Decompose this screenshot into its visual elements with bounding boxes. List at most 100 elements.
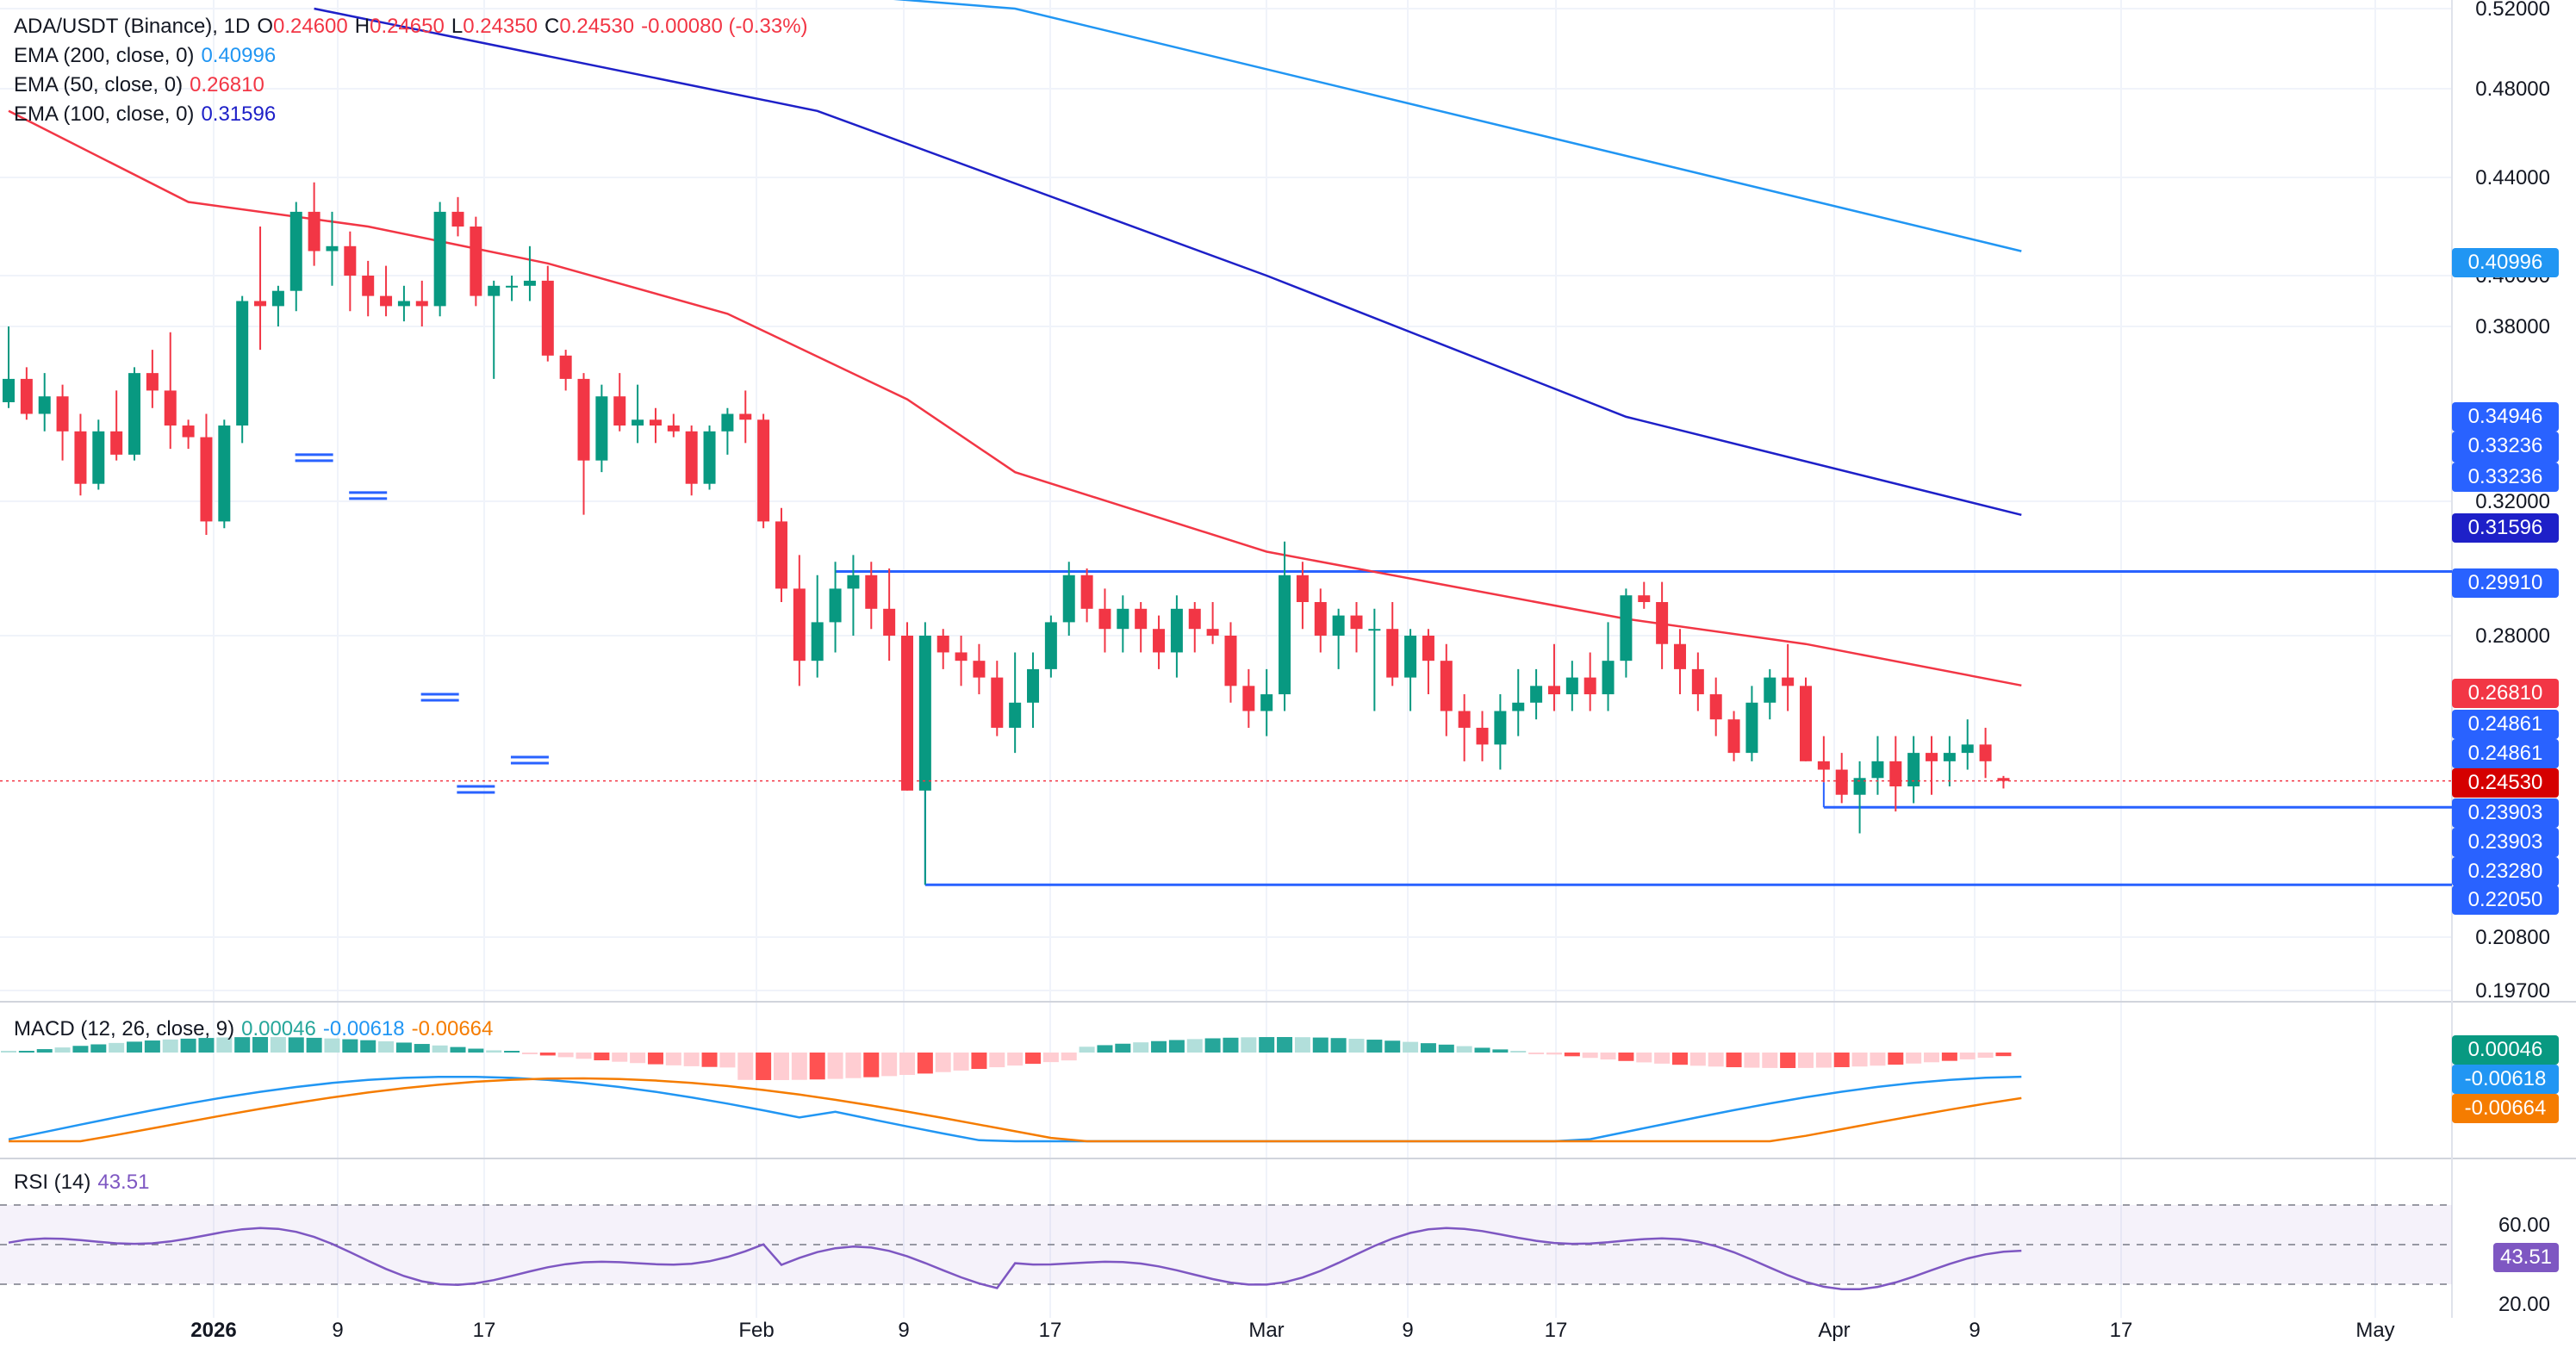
macd-histogram-bar <box>737 1053 754 1080</box>
candle-body <box>415 301 428 307</box>
ema-100-value: 0.31596 <box>201 102 277 126</box>
candle-body <box>362 276 375 296</box>
candle-body <box>1673 643 1686 669</box>
candle-body <box>829 588 842 623</box>
candle-body <box>721 413 734 432</box>
candle-body <box>918 636 931 791</box>
candle-body <box>1404 636 1417 678</box>
macd-histogram-bar <box>360 1040 376 1053</box>
candle-body <box>182 425 195 438</box>
macd-histogram-bar <box>432 1045 448 1053</box>
macd-histogram-bar <box>72 1046 89 1053</box>
rsi-tag: 43.51 <box>2493 1242 2559 1272</box>
macd-histogram-bar <box>1223 1037 1239 1053</box>
candle-body <box>200 437 213 522</box>
candle-body <box>685 431 698 484</box>
price-tick-label: 0.38000 <box>2475 315 2550 338</box>
candle-body <box>1476 727 1489 745</box>
macd-histogram-bar <box>1762 1053 1778 1068</box>
candle-body <box>1458 711 1471 728</box>
candle-body <box>793 588 806 661</box>
macd-histogram-bar <box>539 1053 556 1056</box>
macd-histogram-bar <box>1546 1053 1562 1055</box>
candle-body <box>1206 629 1219 636</box>
candle-body <box>1979 744 1992 761</box>
time-tick-label: 17 <box>473 1319 496 1342</box>
candle-body <box>541 280 554 356</box>
rsi-legend[interactable]: RSI (14) 43.51 <box>14 1171 156 1195</box>
macd-histogram-bar <box>989 1053 1005 1068</box>
candle-body <box>1494 711 1507 745</box>
candle-body <box>632 419 644 426</box>
candle-body <box>433 211 446 307</box>
macd-histogram-bar <box>1168 1040 1185 1053</box>
macd-histogram-bar <box>342 1039 358 1053</box>
macd-histogram-bar <box>1277 1037 1293 1053</box>
candle-body <box>1709 694 1722 720</box>
candle-body <box>667 425 680 432</box>
macd-histogram-bar <box>1995 1053 2012 1057</box>
candle-body <box>1620 595 1633 661</box>
candle-body <box>506 285 519 288</box>
price-tag: 0.23903 <box>2452 798 2559 828</box>
candle-body <box>883 608 896 636</box>
ema-50-legend[interactable]: EMA (50, close, 0) 0.26810 <box>14 71 815 100</box>
macd-histogram-bar <box>1636 1053 1652 1063</box>
price-tick-label: 0.52000 <box>2475 0 2550 21</box>
macd-histogram-bar <box>1312 1037 1328 1053</box>
candle-body <box>308 211 320 252</box>
candle-body <box>739 413 752 420</box>
rsi-tick-label: 20.00 <box>2498 1293 2550 1316</box>
candle-body <box>1727 719 1740 754</box>
macd-legend[interactable]: MACD (12, 26, close, 9) 0.00046 -0.00618 -0… <box>14 1017 500 1041</box>
ema-line <box>314 7 2022 517</box>
ohlc-close-value: 0.24530 <box>559 15 635 38</box>
candle-body <box>1835 769 1848 795</box>
macd-histogram-bar <box>1097 1045 1113 1053</box>
candle-body <box>38 396 51 414</box>
candle-body <box>847 575 860 589</box>
candle-body <box>146 373 159 391</box>
candle-body <box>577 378 590 461</box>
macd-name: MACD (12, 26, close, 9) <box>14 1017 235 1040</box>
price-tick-label: 0.19700 <box>2475 979 2550 1003</box>
macd-histogram-bar <box>1348 1039 1365 1053</box>
macd-histogram-bar <box>144 1040 160 1053</box>
time-tick-label: May <box>2355 1319 2394 1342</box>
candle-body <box>1242 686 1255 711</box>
macd-histogram-bar <box>1366 1040 1383 1053</box>
macd-tag: -0.00618 <box>2452 1065 2559 1094</box>
macd-histogram-bar <box>1689 1053 1706 1066</box>
candle-body <box>649 419 662 426</box>
macd-histogram-bar <box>1079 1047 1095 1053</box>
ohlc-open-value: 0.24600 <box>272 15 348 38</box>
macd-histogram-bar <box>935 1053 951 1072</box>
macd-histogram-bar <box>18 1051 34 1053</box>
ema-200-legend[interactable]: EMA (200, close, 0) 0.40996 <box>14 41 815 71</box>
macd-histogram-bar <box>809 1053 825 1080</box>
macd-histogram-bar <box>719 1053 736 1068</box>
macd-histogram-bar <box>1204 1038 1221 1053</box>
ema-100-legend[interactable]: EMA (100, close, 0) 0.31596 <box>14 100 815 129</box>
candle-body <box>973 661 986 678</box>
macd-histogram-bar <box>827 1053 843 1079</box>
macd-histogram-bar <box>881 1053 898 1077</box>
price-tag: 0.24861 <box>2452 710 2559 739</box>
candle-body <box>757 419 770 522</box>
macd-histogram-bar <box>1726 1053 1742 1068</box>
candle-body <box>613 396 626 426</box>
candle-body <box>254 301 267 307</box>
time-tick-label: Apr <box>1818 1319 1850 1342</box>
macd-histogram-bar <box>234 1037 251 1053</box>
macd-histogram-bar <box>1241 1037 1257 1053</box>
macd-histogram-bar <box>1294 1037 1310 1053</box>
time-tick-label: Feb <box>738 1319 774 1342</box>
macd-histogram-bar <box>683 1053 700 1066</box>
candle-body <box>775 521 787 589</box>
candle-body <box>1224 636 1237 686</box>
candle-body <box>523 280 536 286</box>
price-tag: 0.26810 <box>2452 679 2559 708</box>
macd-histogram-bar <box>306 1037 322 1053</box>
price-tag: 0.33236 <box>2452 463 2559 492</box>
